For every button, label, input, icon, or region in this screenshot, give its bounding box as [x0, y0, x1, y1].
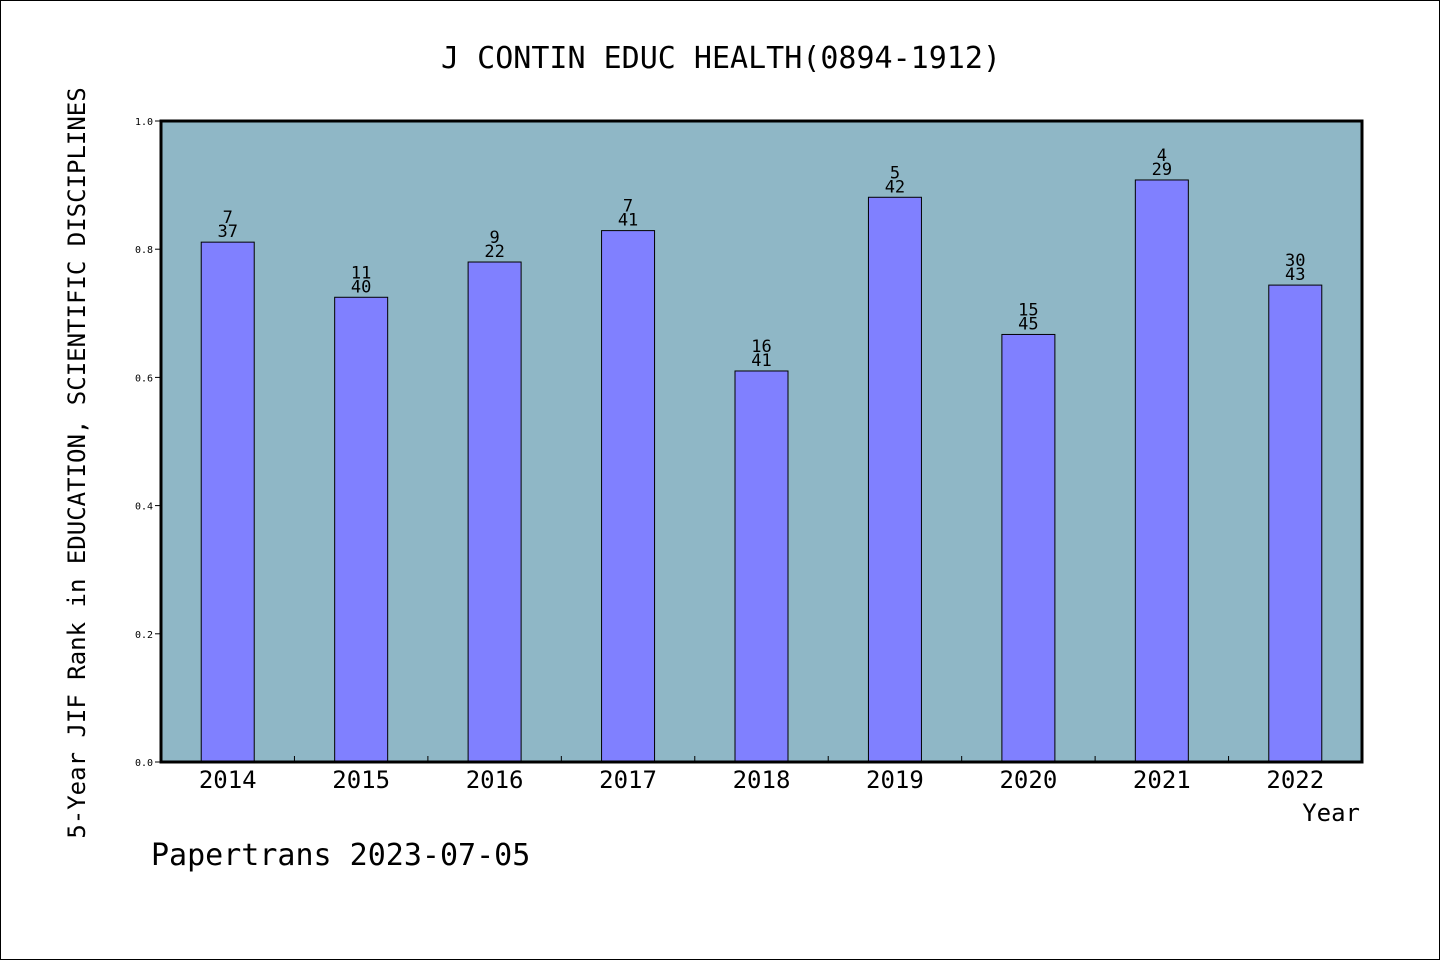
x-tick-label-2022: 2022: [1266, 766, 1324, 794]
x-tick-label-2021: 2021: [1133, 766, 1191, 794]
total-label-2016: 22: [484, 242, 504, 262]
y-tick-label: 0.0: [135, 758, 153, 769]
total-label-2021: 29: [1152, 160, 1172, 180]
y-axis: 0.0 0.2 0.4 0.6 0.8 1.0: [135, 117, 161, 769]
total-label-2020: 45: [1018, 314, 1038, 334]
bar-2022: [1268, 284, 1323, 763]
bar-2017: [601, 230, 656, 763]
rank-label-2022: 30: [1285, 251, 1305, 271]
x-tick-label-2020: 2020: [999, 766, 1057, 794]
bar-2019: [867, 196, 922, 763]
x-axis: 2014 2015 2016 2017 2018 2019 2020 2021 2022: [199, 756, 1324, 794]
rank-label-2021: 4: [1157, 146, 1167, 166]
total-label-2018: 41: [751, 351, 771, 371]
y-axis-label: 5-Year JIF Rank in EDUCATION, SCIENTIFIC…: [63, 87, 91, 838]
bar-2020: [1001, 333, 1056, 763]
total-label-2014: 37: [217, 222, 237, 242]
x-tick-label-2018: 2018: [733, 766, 791, 794]
x-tick-label-2017: 2017: [599, 766, 657, 794]
rank-label-2020: 15: [1018, 300, 1038, 320]
x-tick-label-2019: 2019: [866, 766, 924, 794]
plot-border: [159, 119, 1364, 764]
y-tick-label: 1.0: [135, 117, 153, 128]
y-tick-label: 0.2: [135, 630, 153, 641]
rank-label-2019: 5: [890, 163, 900, 183]
rank-label-2015: 11: [351, 263, 371, 283]
bar-2014: [200, 241, 255, 763]
bar-2018: [734, 370, 789, 763]
footer-credit: Papertrans 2023-07-05: [151, 838, 530, 873]
y-tick-label: 0.4: [135, 502, 153, 513]
x-tick-label-2014: 2014: [199, 766, 257, 794]
x-tick-label-2016: 2016: [466, 766, 524, 794]
total-label-2019: 42: [885, 177, 905, 197]
bar-2016: [467, 261, 522, 763]
rank-label-2016: 9: [489, 228, 499, 248]
x-axis-label: Year: [1302, 799, 1360, 827]
rank-label-2014: 7: [223, 208, 233, 228]
total-label-2022: 43: [1285, 265, 1305, 285]
chart-title: J CONTIN EDUC HEALTH(0894-1912): [441, 41, 1001, 76]
bar-2015: [334, 296, 389, 763]
total-label-2015: 40: [351, 277, 371, 297]
rank-label-2018: 16: [751, 337, 771, 357]
x-tick-label-2015: 2015: [332, 766, 390, 794]
bars-group: [200, 179, 1323, 763]
y-tick-label: 0.6: [135, 373, 153, 384]
bar-2021: [1134, 179, 1189, 763]
total-label-2017: 41: [618, 211, 638, 231]
y-tick-label: 0.8: [135, 245, 153, 256]
rank-label-2017: 7: [623, 197, 633, 217]
